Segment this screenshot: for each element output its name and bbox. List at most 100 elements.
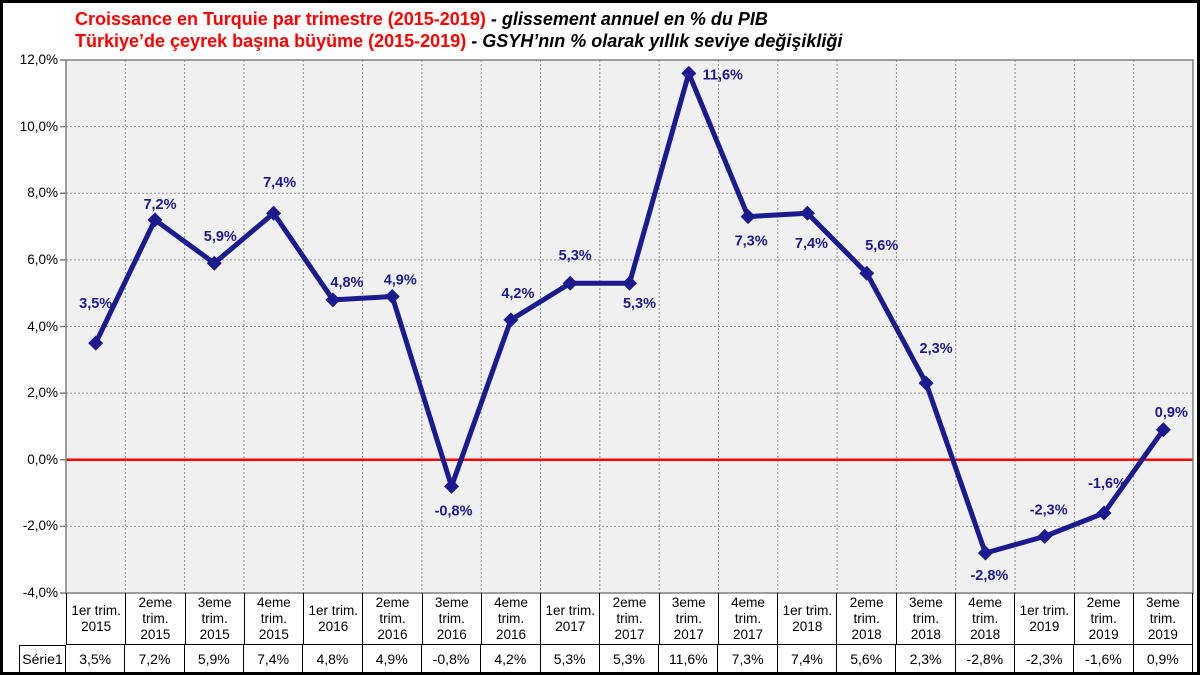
data-label: 4,9% (384, 273, 417, 289)
x-category-cell: 3eme trim. 2015 (185, 593, 245, 645)
data-label: 7,4% (263, 175, 296, 191)
chart-title: Croissance en Turquie par trimestre (201… (75, 8, 842, 52)
x-category-cell: 1er trim. 2017 (541, 593, 601, 645)
x-category-cell: 4eme trim. 2017 (718, 593, 779, 645)
data-point-marker (681, 65, 697, 81)
value-cell: 5,3% (600, 645, 660, 672)
data-label: -2,3% (1030, 502, 1068, 518)
x-axis-category-table: 1er trim. 2015 2eme trim. 2015 3eme trim. … (66, 593, 1194, 645)
y-axis-tick-label: 4,0% (27, 318, 58, 334)
x-category-cell: 3eme trim. 2018 (896, 593, 956, 645)
y-axis-tick-label: 0,0% (27, 451, 58, 467)
data-label: 2,3% (920, 341, 953, 357)
data-label: 5,3% (559, 248, 592, 264)
x-category-cell: 2eme trim. 2019 (1074, 593, 1134, 645)
value-cell: 0,9% (1134, 645, 1193, 672)
y-axis-tick-label: 12,0% (19, 52, 58, 67)
title-line-1: Croissance en Turquie par trimestre (201… (75, 8, 842, 30)
value-cell: -0,8% (422, 645, 482, 672)
x-category-cell: 2eme trim. 2017 (600, 593, 660, 645)
data-label: 5,3% (623, 296, 656, 312)
data-point-marker (444, 478, 460, 494)
title-line-2-note: - GSYH’nın % olarak yıllık seviye değişi… (471, 31, 843, 51)
plot-border (65, 59, 1194, 594)
title-line-1-accent: Croissance en Turquie par trimestre (201… (75, 9, 486, 29)
data-label: -1,6% (1088, 476, 1126, 492)
value-cell: -1,6% (1074, 645, 1134, 672)
data-label: 4,2% (501, 286, 534, 302)
data-point-marker (977, 545, 993, 561)
data-label: 7,3% (735, 234, 768, 250)
data-label: -0,8% (435, 503, 473, 519)
x-category-cell: 1er trim. 2018 (778, 593, 838, 645)
data-point-marker (1096, 505, 1112, 521)
data-label: 11,6% (703, 67, 743, 83)
y-axis-tick-label: 8,0% (27, 185, 58, 201)
x-category-cell: 4eme trim. 2016 (481, 593, 542, 645)
x-category-cell: 2eme trim. 2016 (363, 593, 423, 645)
data-point-marker (1037, 528, 1053, 544)
data-label: 5,9% (204, 229, 237, 245)
x-category-cell: 3eme trim. 2019 (1133, 593, 1194, 645)
value-cell: 7,2% (125, 645, 185, 672)
data-point-marker (622, 275, 637, 291)
x-category-cell: 3eme trim. 2017 (659, 593, 719, 645)
plot-svg: 3,5% 7,2% 5,9% 7,4% 4,8% 4,9% -0,8% 4,2% 5,3% 5,3… (60, 59, 1194, 594)
title-line-2: Türkiye’de çeyrek başına büyüme (2015-20… (75, 30, 842, 52)
data-point-marker (799, 205, 815, 221)
y-axis-tick-label: 2,0% (27, 385, 58, 401)
data-point-marker (266, 205, 282, 221)
value-cell: 7,4% (244, 645, 304, 672)
plot-background (66, 60, 1193, 593)
x-category-cell: 1er trim. 2016 (304, 593, 364, 645)
x-category-cell: 4eme trim. 2018 (955, 593, 1016, 645)
value-cell: 7,3% (718, 645, 778, 672)
data-point-marker (859, 265, 875, 281)
data-label: -2,8% (970, 568, 1008, 584)
x-category-cell: 3eme trim. 2016 (422, 593, 482, 645)
data-label: 5,6% (865, 238, 898, 254)
y-axis-tick-label: -2,0% (22, 518, 58, 534)
value-cell: 5,9% (185, 645, 244, 672)
plot-area: 3,5% 7,2% 5,9% 7,4% 4,8% 4,9% -0,8% 4,2% 5,3% 5,3… (60, 59, 1194, 594)
data-label: 7,4% (795, 236, 828, 252)
title-line-2-accent: Türkiye’de çeyrek başına büyüme (2015-20… (75, 31, 467, 51)
value-cell: -2,8% (956, 645, 1015, 672)
legend-series-label: Série1 (19, 645, 66, 672)
data-label: 3,5% (79, 296, 112, 312)
value-cell: 4,9% (363, 645, 422, 672)
x-category-cell: 1er trim. 2015 (66, 593, 127, 645)
title-line-1-note: - glissement annuel en % du PIB (490, 9, 768, 29)
data-table-value-row: Série1 3,5% 7,2% 5,9% 7,4% 4,8% 4,9% -0,8% 4,2%… (19, 645, 1193, 672)
value-cell: 5,6% (837, 645, 897, 672)
y-axis-tick-label: 6,0% (27, 251, 58, 267)
y-axis-tick-label: 10,0% (19, 118, 58, 134)
data-label: 7,2% (143, 197, 176, 213)
data-point-marker (147, 212, 163, 228)
data-point-marker (918, 375, 934, 391)
value-cell: -2,3% (1015, 645, 1075, 672)
data-point-marker (740, 209, 756, 225)
data-point-marker (88, 335, 104, 351)
data-point-marker (562, 275, 578, 291)
data-point-marker (503, 312, 519, 328)
value-cell: 3,5% (66, 645, 126, 672)
value-cell: 4,8% (303, 645, 363, 672)
value-cell: 11,6% (659, 645, 719, 672)
value-cell: 2,3% (896, 645, 956, 672)
value-cell: 7,4% (778, 645, 838, 672)
x-category-cell: 1er trim. 2019 (1015, 593, 1075, 645)
data-label: 4,8% (330, 275, 363, 291)
x-category-cell: 2eme trim. 2018 (837, 593, 897, 645)
data-point-marker (1155, 422, 1171, 438)
x-category-cell: 2eme trim. 2015 (126, 593, 186, 645)
x-category-cell: 4eme trim. 2015 (244, 593, 305, 645)
y-axis-tick-label: -4,0% (22, 585, 58, 600)
data-point-marker (384, 289, 400, 305)
value-cell: 5,3% (541, 645, 600, 672)
value-cell: 4,2% (481, 645, 541, 672)
data-point-marker (325, 292, 341, 308)
data-label: 0,9% (1155, 405, 1188, 421)
y-axis-labels: 12,0% 10,0% 8,0% 6,0% 4,0% 2,0% 0,0% -2,0% -4,0% (3, 52, 58, 600)
